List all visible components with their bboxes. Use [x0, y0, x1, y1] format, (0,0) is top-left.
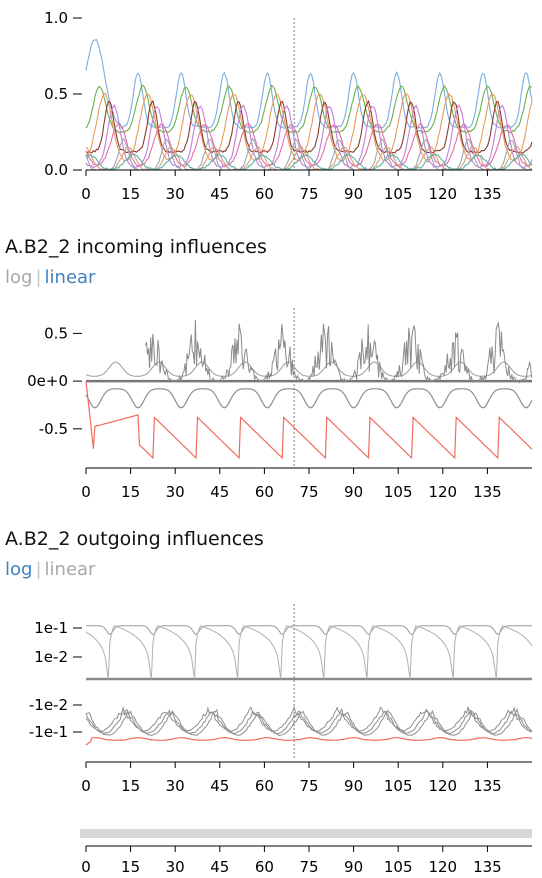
y-tick-label: -0.5: [39, 420, 68, 438]
trajectory-series-group: [85, 38, 533, 171]
trajectory-line: [85, 38, 533, 130]
incoming-line: [85, 388, 533, 409]
outgoing-line: [85, 705, 533, 733]
x-tick-label: 0: [81, 185, 91, 203]
outgoing-line: [85, 625, 533, 680]
separator: |: [35, 267, 42, 288]
incoming-scale-toggle: log | linear: [5, 267, 95, 288]
x-tick-label: 30: [166, 777, 185, 795]
x-tick-label: 105: [384, 185, 413, 203]
incoming-line: [145, 319, 533, 384]
trajectory-line: [85, 99, 533, 154]
incoming-title: A.B2_2 incoming influences: [5, 236, 267, 258]
x-tick-label: 45: [210, 777, 229, 795]
x-tick-label: 120: [428, 185, 457, 203]
x-tick-label: 0: [81, 483, 91, 501]
x-tick-label: 120: [428, 483, 457, 501]
x-tick-label: 120: [428, 858, 457, 876]
y-tick-label: 1e-2: [34, 648, 68, 666]
x-tick-label: 15: [121, 858, 140, 876]
x-tick-label: 75: [299, 185, 318, 203]
incoming-log-toggle[interactable]: log: [5, 267, 33, 288]
y-tick-label: 1.0: [44, 9, 68, 27]
time-brush-track[interactable]: [80, 829, 532, 838]
x-tick-label: 90: [344, 483, 363, 501]
trajectory-line: [85, 153, 533, 171]
x-tick-label: 15: [121, 185, 140, 203]
x-tick-label: 0: [81, 777, 91, 795]
y-tick-label: 1e-1: [34, 619, 68, 637]
trajectory-line: [85, 137, 533, 171]
x-tick-label: 135: [473, 777, 502, 795]
outgoing-linear-toggle[interactable]: linear: [44, 559, 96, 580]
x-tick-label: 135: [473, 858, 502, 876]
incoming-line: [85, 361, 533, 377]
x-tick-label: 30: [166, 185, 185, 203]
y-tick-label: 0.5: [44, 85, 68, 103]
x-tick-label: 75: [299, 483, 318, 501]
x-tick-label: 45: [210, 858, 229, 876]
outgoing-log-toggle[interactable]: log: [5, 559, 33, 580]
y-tick-label: -1e-2: [29, 696, 68, 714]
x-tick-label: 0: [81, 858, 91, 876]
trajectory-line: [85, 104, 533, 169]
x-tick-label: 45: [210, 483, 229, 501]
x-tick-label: 60: [255, 185, 274, 203]
y-tick-label: 0.0: [44, 161, 68, 179]
x-tick-label: 105: [384, 858, 413, 876]
incoming-series-group: [85, 319, 533, 460]
trajectory-line: [85, 122, 533, 168]
outgoing-line: [85, 706, 533, 735]
x-tick-label: 75: [299, 858, 318, 876]
x-tick-label: 90: [344, 777, 363, 795]
x-tick-label: 60: [255, 858, 274, 876]
x-tick-label: 60: [255, 777, 274, 795]
x-tick-label: 135: [473, 483, 502, 501]
outgoing-title: A.B2_2 outgoing influences: [5, 528, 264, 550]
outgoing-red-line: [85, 736, 533, 746]
x-tick-label: 90: [344, 858, 363, 876]
x-tick-label: 15: [121, 777, 140, 795]
incoming-linear-toggle[interactable]: linear: [44, 267, 96, 288]
x-tick-label: 60: [255, 483, 274, 501]
x-tick-label: 30: [166, 858, 185, 876]
outgoing-line: [86, 625, 533, 636]
x-tick-label: 90: [344, 185, 363, 203]
x-tick-label: 45: [210, 185, 229, 203]
x-tick-label: 120: [428, 777, 457, 795]
y-tick-label: 0.5: [44, 324, 68, 342]
trajectory-line: [85, 84, 533, 134]
incoming-red-line: [85, 381, 533, 460]
outgoing-line: [85, 707, 533, 737]
x-tick-label: 105: [384, 483, 413, 501]
x-tick-label: 135: [473, 185, 502, 203]
trajectory-line: [85, 92, 533, 163]
separator: |: [35, 559, 42, 580]
x-tick-label: 30: [166, 483, 185, 501]
y-tick-label: 0e+0: [27, 372, 68, 390]
outgoing-scale-toggle: log | linear: [5, 559, 95, 580]
x-tick-label: 75: [299, 777, 318, 795]
outgoing-series-group: [85, 625, 533, 746]
x-tick-label: 15: [121, 483, 140, 501]
y-tick-label: -1e-1: [29, 723, 68, 741]
x-tick-label: 105: [384, 777, 413, 795]
